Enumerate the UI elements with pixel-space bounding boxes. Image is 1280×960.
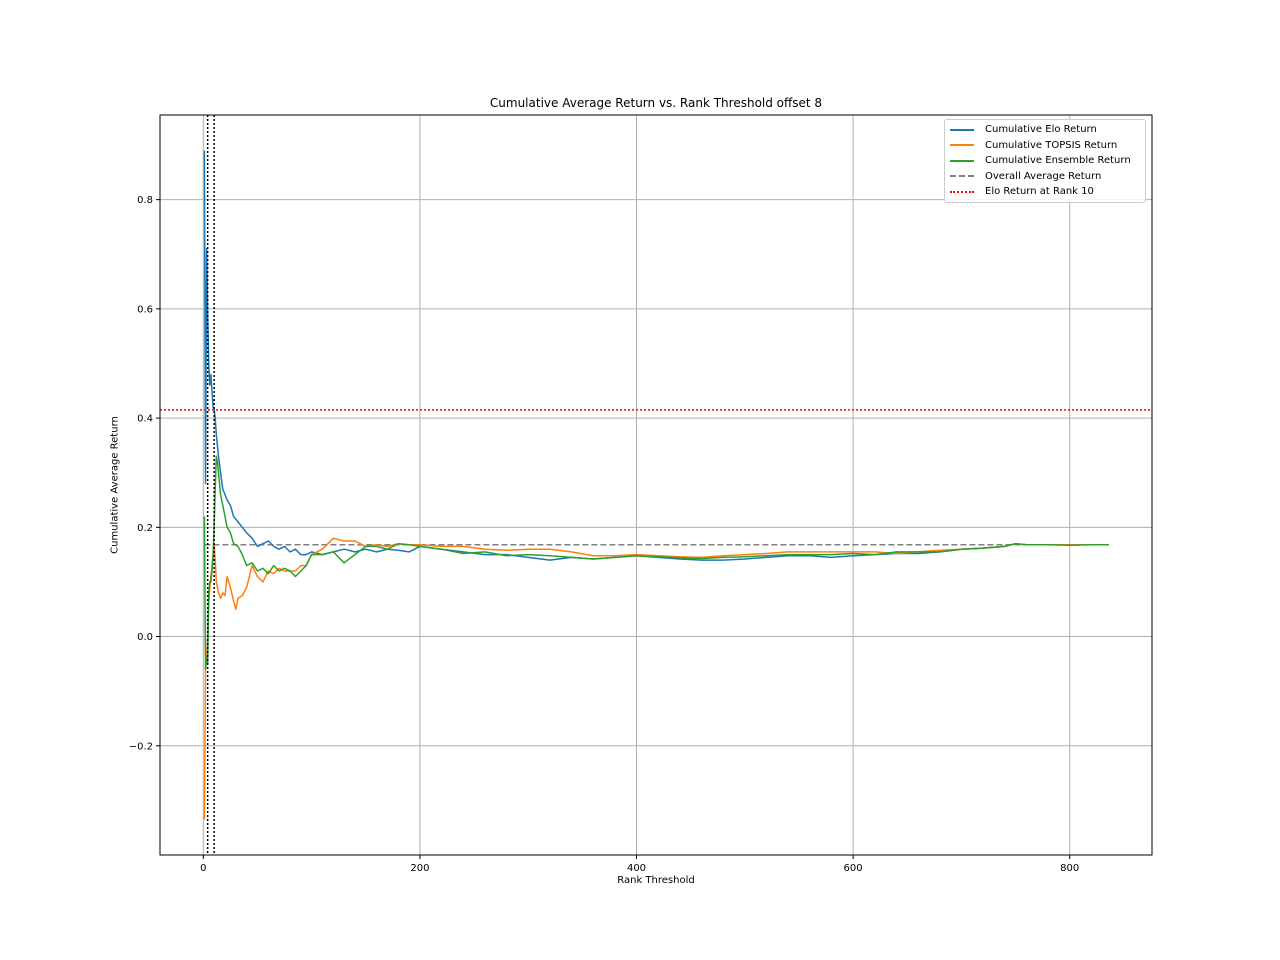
x-tick-label: 0 bbox=[200, 863, 206, 874]
x-axis-ticks: 0 200 400 600 800 bbox=[200, 855, 1079, 874]
legend-swatch-dashed-icon bbox=[950, 175, 974, 178]
x-tick-label: 200 bbox=[410, 863, 429, 874]
x-axis-label: Rank Threshold bbox=[617, 875, 695, 886]
chart-title: Cumulative Average Return vs. Rank Thres… bbox=[489, 96, 823, 110]
legend-item-elo-rank10: Elo Return at Rank 10 bbox=[945, 184, 1145, 200]
y-tick-label: 0.2 bbox=[137, 523, 153, 534]
y-axis-label: Cumulative Average Return bbox=[109, 416, 121, 554]
legend-label: Cumulative Ensemble Return bbox=[985, 155, 1131, 167]
data-series bbox=[203, 150, 1109, 820]
y-tick-label: 0.6 bbox=[137, 304, 153, 315]
legend-label: Overall Average Return bbox=[985, 170, 1102, 182]
legend-swatch-solid-icon bbox=[950, 159, 974, 162]
legend-item-overall-average: Overall Average Return bbox=[945, 169, 1145, 185]
legend-label: Elo Return at Rank 10 bbox=[985, 186, 1094, 198]
legend-item-ensemble: Cumulative Ensemble Return bbox=[945, 153, 1145, 169]
reference-lines bbox=[160, 409, 1152, 546]
y-tick-label: 0.8 bbox=[137, 195, 153, 206]
x-tick-label: 400 bbox=[627, 863, 646, 874]
y-axis-ticks: −0.2 0.0 0.2 0.4 0.6 0.8 bbox=[129, 195, 160, 752]
legend-label: Cumulative Elo Return bbox=[985, 124, 1097, 136]
vertical-markers bbox=[206, 115, 215, 855]
y-tick-label: 0.0 bbox=[137, 632, 153, 643]
cumulative-topsis-return-line bbox=[203, 537, 1109, 820]
cumulative-elo-return-line bbox=[203, 150, 1109, 561]
legend-item-elo: Cumulative Elo Return bbox=[945, 122, 1145, 138]
legend-swatch-dotted-icon bbox=[950, 190, 974, 193]
legend-label: Cumulative TOPSIS Return bbox=[985, 139, 1118, 151]
legend-swatch-solid-icon bbox=[950, 144, 974, 147]
legend-item-topsis: Cumulative TOPSIS Return bbox=[945, 138, 1145, 154]
legend-swatch-solid-icon bbox=[950, 128, 974, 131]
plot-area-frame bbox=[159, 114, 1153, 856]
grid-lines bbox=[160, 115, 1152, 855]
x-tick-label: 800 bbox=[1060, 863, 1079, 874]
legend: Cumulative Elo Return Cumulative TOPSIS … bbox=[944, 119, 1146, 203]
x-tick-label: 600 bbox=[844, 863, 863, 874]
y-tick-label: 0.4 bbox=[137, 414, 153, 425]
cumulative-ensemble-return-line bbox=[203, 455, 1109, 671]
y-tick-label: −0.2 bbox=[129, 741, 153, 752]
